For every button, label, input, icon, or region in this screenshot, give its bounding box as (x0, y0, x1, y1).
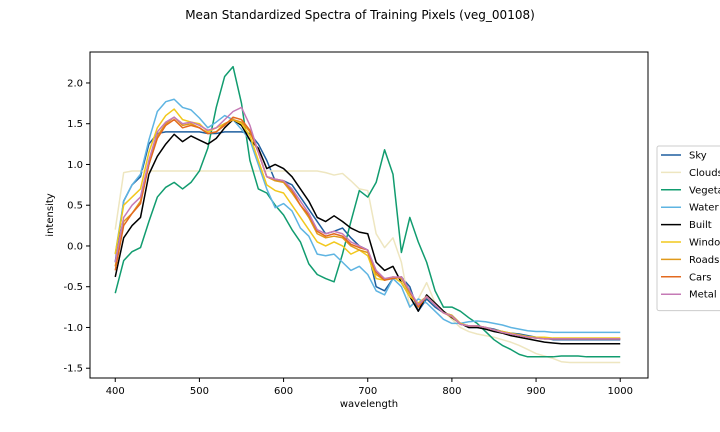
legend-label-roads: Roads (689, 255, 719, 266)
series-line-water (114, 98, 621, 334)
chart-title: Mean Standardized Spectra of Training Pi… (185, 8, 535, 22)
legend-label-sky: Sky (689, 151, 707, 162)
series-line-vegetation (114, 65, 621, 358)
y-tick-label: -0.5 (63, 282, 83, 293)
legend-label-water: Water (689, 203, 719, 214)
y-tick-label: 1.5 (67, 119, 83, 130)
y-tick-label: -1.5 (63, 364, 83, 375)
legend-label-vegetation: Vegetation (689, 185, 720, 196)
x-tick-label: 700 (358, 386, 377, 397)
x-tick-label: 1000 (607, 386, 632, 397)
x-tick-label: 900 (527, 386, 546, 397)
y-axis: -1.5 -1.0 -0.5 0.0 0.5 1.0 1.5 2.0 (63, 78, 90, 375)
series-line-cars (114, 116, 621, 340)
series-line-clouds (114, 170, 621, 364)
legend-label-built: Built (689, 220, 712, 231)
x-tick-label: 500 (190, 386, 209, 397)
series-line-built (114, 118, 621, 345)
plot-area (114, 65, 621, 364)
series-line-roads (114, 116, 621, 340)
y-tick-label: 1.0 (67, 160, 83, 171)
x-tick-label: 600 (274, 386, 293, 397)
x-axis-label: wavelength (340, 399, 398, 410)
legend-label-clouds: Clouds (689, 168, 720, 179)
y-tick-label: 0.0 (67, 241, 83, 252)
legend-label-cars: Cars (689, 272, 711, 283)
plot-frame (89, 51, 649, 379)
x-axis: 400 500 600 700 800 900 1000 (106, 378, 633, 397)
y-tick-label: 2.0 (67, 78, 83, 89)
legend: Sky Clouds Vegetation Water Built Windows Road… (656, 145, 720, 312)
legend-label-metal: Metal (689, 290, 717, 301)
y-tick-label: 0.5 (67, 201, 83, 212)
x-tick-label: 400 (106, 386, 125, 397)
y-axis-label: intensity (45, 193, 56, 236)
legend-label-windows: Windows (689, 238, 720, 249)
legend-box (656, 145, 720, 312)
y-tick-label: -1.0 (63, 323, 83, 334)
x-tick-label: 800 (442, 386, 461, 397)
series-line-metal (114, 106, 621, 340)
series-line-windows (114, 108, 621, 339)
